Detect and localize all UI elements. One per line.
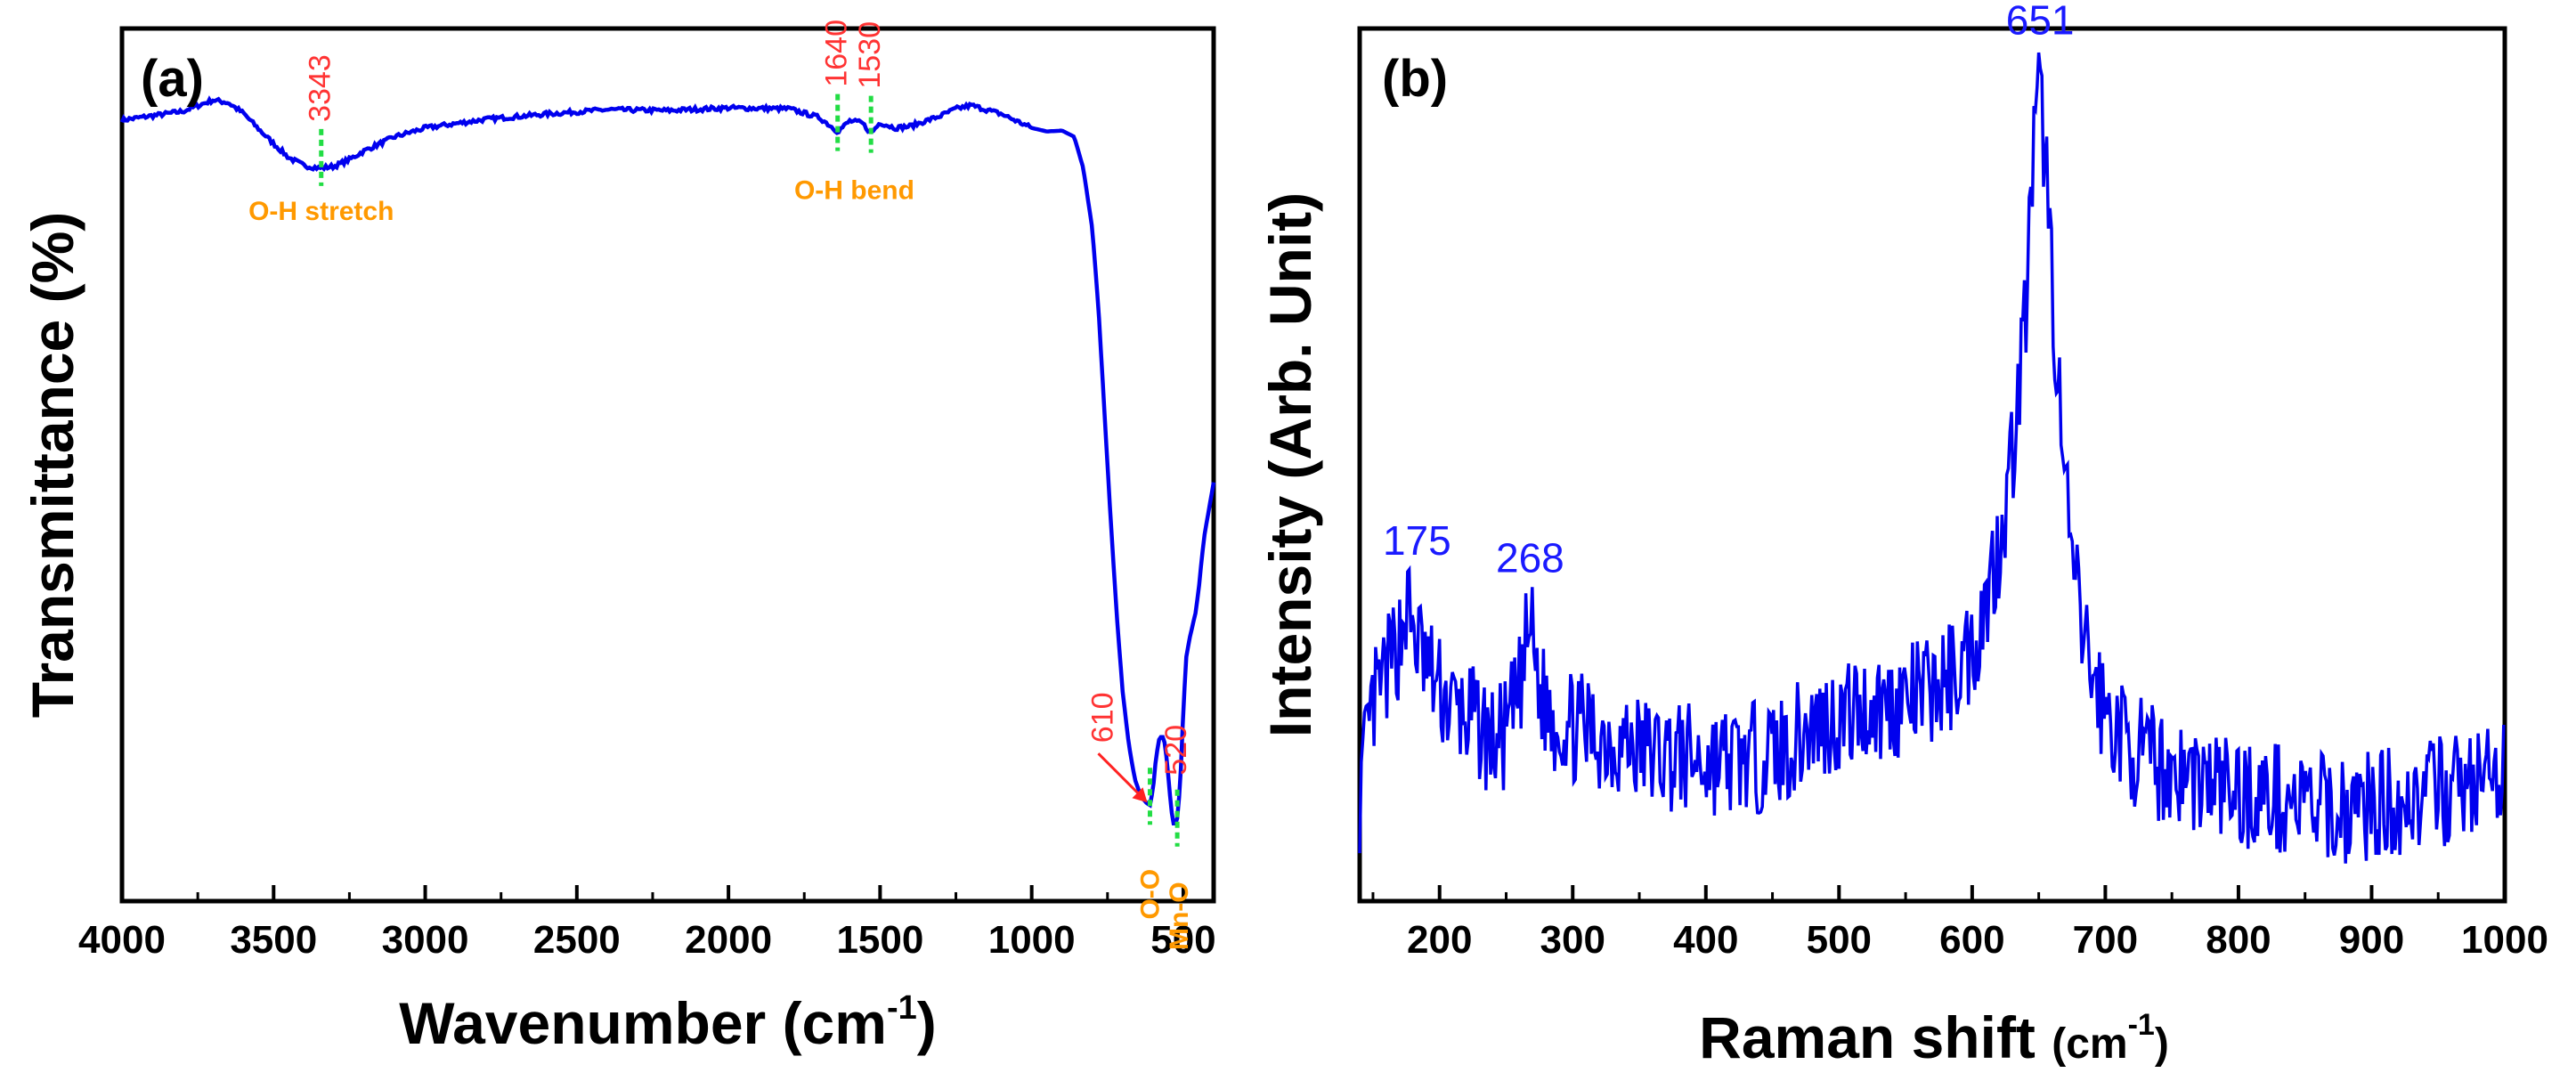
raman-panel: 200 300 400 500 600 700 800 900 1000 175 268 651 (… xyxy=(1257,0,2548,1070)
raman-peak-label: 651 xyxy=(2006,0,2075,44)
raman-x-tick-label: 900 xyxy=(2339,918,2404,962)
raman-peak-label: 268 xyxy=(1496,534,1564,581)
ftir-x-tick-label: 500 xyxy=(1150,918,1215,962)
raman-x-tick-label: 800 xyxy=(2206,918,2271,962)
raman-peak-label: 175 xyxy=(1383,517,1451,564)
ftir-assignment-label: O-H bend xyxy=(794,176,914,206)
ftir-peak-label: 3343 xyxy=(304,54,337,122)
ftir-arrow-head xyxy=(1132,787,1148,803)
ftir-assignment-label: O-H stretch xyxy=(248,197,394,226)
ftir-x-axis-title: Wavenumber (cm-1) xyxy=(399,989,936,1056)
raman-x-tick-label: 700 xyxy=(2073,918,2138,962)
ftir-x-tick-label: 2000 xyxy=(685,918,772,962)
ftir-x-tick-label: 2500 xyxy=(533,918,621,962)
ftir-peak-label: 520 xyxy=(1159,725,1193,776)
raman-plot-frame xyxy=(1357,26,2507,904)
ftir-annotations: 3343 O-H stretch 1640 1530 610 O-O 520 Mn-O O-H … xyxy=(248,20,1194,950)
ftir-x-tick-label: 3000 xyxy=(382,918,469,962)
raman-x-tick-label: 1000 xyxy=(2461,918,2548,962)
ftir-assignment-label: O-O xyxy=(1135,869,1165,920)
ftir-x-tick-label: 1000 xyxy=(988,918,1076,962)
ftir-peak-label: 610 xyxy=(1085,692,1119,743)
ftir-x-tick-label: 4000 xyxy=(78,918,166,962)
raman-x-tick-label: 500 xyxy=(1807,918,1872,962)
raman-x-tick-label: 300 xyxy=(1540,918,1605,962)
raman-x-tick-label: 600 xyxy=(1939,918,2004,962)
ftir-panel: 4000 3500 3000 2500 2000 1500 1000 500 3343 O-H … xyxy=(20,20,1216,1056)
ftir-x-ticks: 4000 3500 3000 2500 2000 1500 1000 500 xyxy=(78,885,1216,962)
ftir-arrow xyxy=(1097,752,1144,800)
ftir-y-axis-title: Transmittance (%) xyxy=(20,212,85,718)
raman-y-axis-title: Intensity (Arb. Unit) xyxy=(1257,192,1323,737)
ftir-peak-label: 1640 xyxy=(820,20,854,87)
panel-label-b: (b) xyxy=(1382,50,1448,108)
ftir-assignment-label: Mn-O xyxy=(1165,882,1194,950)
ftir-plot-frame xyxy=(119,26,1216,904)
raman-x-axis-title: Raman shift (cm-1) xyxy=(1699,1004,2169,1070)
ftir-peak-label: 1530 xyxy=(853,21,887,89)
panel-label-a: (a) xyxy=(141,50,204,108)
ftir-x-tick-label: 3500 xyxy=(230,918,317,962)
raman-x-ticks: 200 300 400 500 600 700 800 900 1000 xyxy=(1371,885,2548,962)
ftir-x-tick-label: 1500 xyxy=(836,918,923,962)
ftir-spectrum-line xyxy=(119,95,1216,826)
raman-annotations: 175 268 651 xyxy=(1383,0,2075,581)
raman-spectrum-line xyxy=(1358,52,2506,864)
raman-x-tick-label: 200 xyxy=(1407,918,1472,962)
raman-x-tick-label: 400 xyxy=(1673,918,1738,962)
